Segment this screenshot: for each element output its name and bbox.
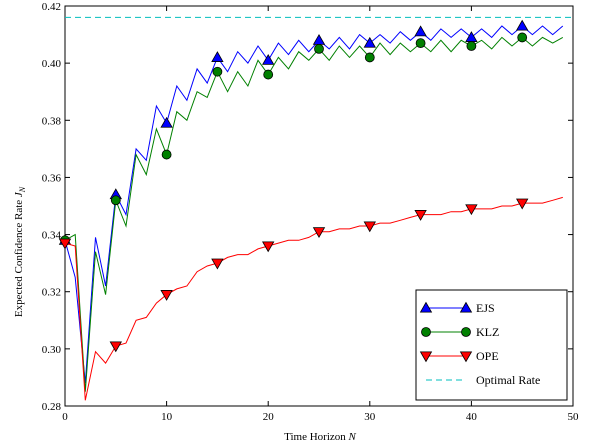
- y-tick-label: 0.32: [42, 287, 61, 299]
- legend: EJS KLZ OPE Optimal Rate: [415, 289, 568, 401]
- data-point-klz: [263, 69, 274, 80]
- data-point-ope: [516, 198, 529, 210]
- series-line-ope: [64, 196, 563, 401]
- x-tick-label: 40: [466, 411, 478, 423]
- y-tick-label: 0.30: [42, 344, 62, 356]
- data-point-ejs: [160, 116, 173, 128]
- data-point-ope: [414, 210, 427, 221]
- y-axis-label: Expected Confidence Rate JN: [13, 186, 27, 317]
- plot-area: [64, 5, 574, 407]
- legend-item-ope: OPE: [419, 349, 499, 363]
- plot-frame: [64, 5, 574, 407]
- legend-item-klz: KLZ: [421, 325, 499, 339]
- data-point-klz: [466, 41, 477, 51]
- y-tick-label: 0.40: [42, 58, 62, 70]
- x-tick-label: 0: [62, 411, 68, 423]
- data-point-ope: [262, 241, 275, 253]
- ticks-layer: 0 10 20 30 40 50 0.28 0.30 0.32 0.34 0.36 0.38 0.40 0…: [42, 1, 579, 423]
- series-ope: [58, 196, 563, 401]
- x-tick-label: 10: [161, 411, 173, 423]
- series-line-ejs: [64, 25, 564, 384]
- data-point-klz: [161, 149, 172, 160]
- data-point-ope: [211, 258, 224, 270]
- legend-label: EJS: [476, 301, 495, 315]
- data-point-ejs: [211, 51, 224, 62]
- x-axis-label: Time Horizon N: [284, 431, 356, 443]
- y-tick-label: 0.36: [42, 172, 62, 184]
- data-point-ope: [363, 221, 376, 233]
- legend-marker: [421, 327, 431, 337]
- legend-label: Optimal Rate: [476, 373, 540, 387]
- legend-item-ejs: EJS: [419, 301, 495, 315]
- legend-item-optimal-rate: Optimal Rate: [426, 373, 540, 387]
- x-tick-label: 20: [263, 411, 275, 423]
- legend-marker: [459, 351, 473, 363]
- data-point-klz: [415, 38, 426, 49]
- data-point-klz: [517, 32, 528, 43]
- data-point-ejs: [414, 25, 427, 37]
- data-point-ope: [160, 290, 173, 301]
- data-point-klz: [110, 195, 121, 206]
- y-tick-label: 0.34: [42, 230, 62, 242]
- data-point-ejs: [516, 19, 529, 31]
- legend-label: KLZ: [476, 325, 499, 339]
- data-point-ejs: [312, 33, 326, 45]
- y-tick-label: 0.42: [42, 1, 61, 13]
- data-point-ejs: [262, 53, 275, 65]
- data-point-ope: [109, 341, 122, 353]
- legend-marker: [459, 301, 473, 313]
- legend-marker: [419, 351, 433, 363]
- data-point-ope: [465, 204, 478, 216]
- series-line-klz: [64, 36, 564, 392]
- y-tick-label: 0.28: [42, 401, 62, 413]
- data-point-ope: [58, 238, 72, 250]
- y-tick-label: 0.38: [42, 115, 62, 127]
- data-point-klz: [212, 66, 223, 77]
- legend-marker: [419, 301, 433, 313]
- x-tick-label: 30: [364, 411, 376, 423]
- series-layer: [58, 16, 573, 401]
- legend-label: OPE: [476, 349, 499, 363]
- legend-marker: [461, 327, 471, 337]
- x-tick-label: 50: [568, 411, 580, 423]
- data-point-ejs: [465, 31, 478, 42]
- data-point-ejs: [363, 36, 376, 48]
- data-point-klz: [364, 52, 375, 63]
- data-point-ope: [312, 227, 326, 239]
- data-point-klz: [314, 43, 324, 54]
